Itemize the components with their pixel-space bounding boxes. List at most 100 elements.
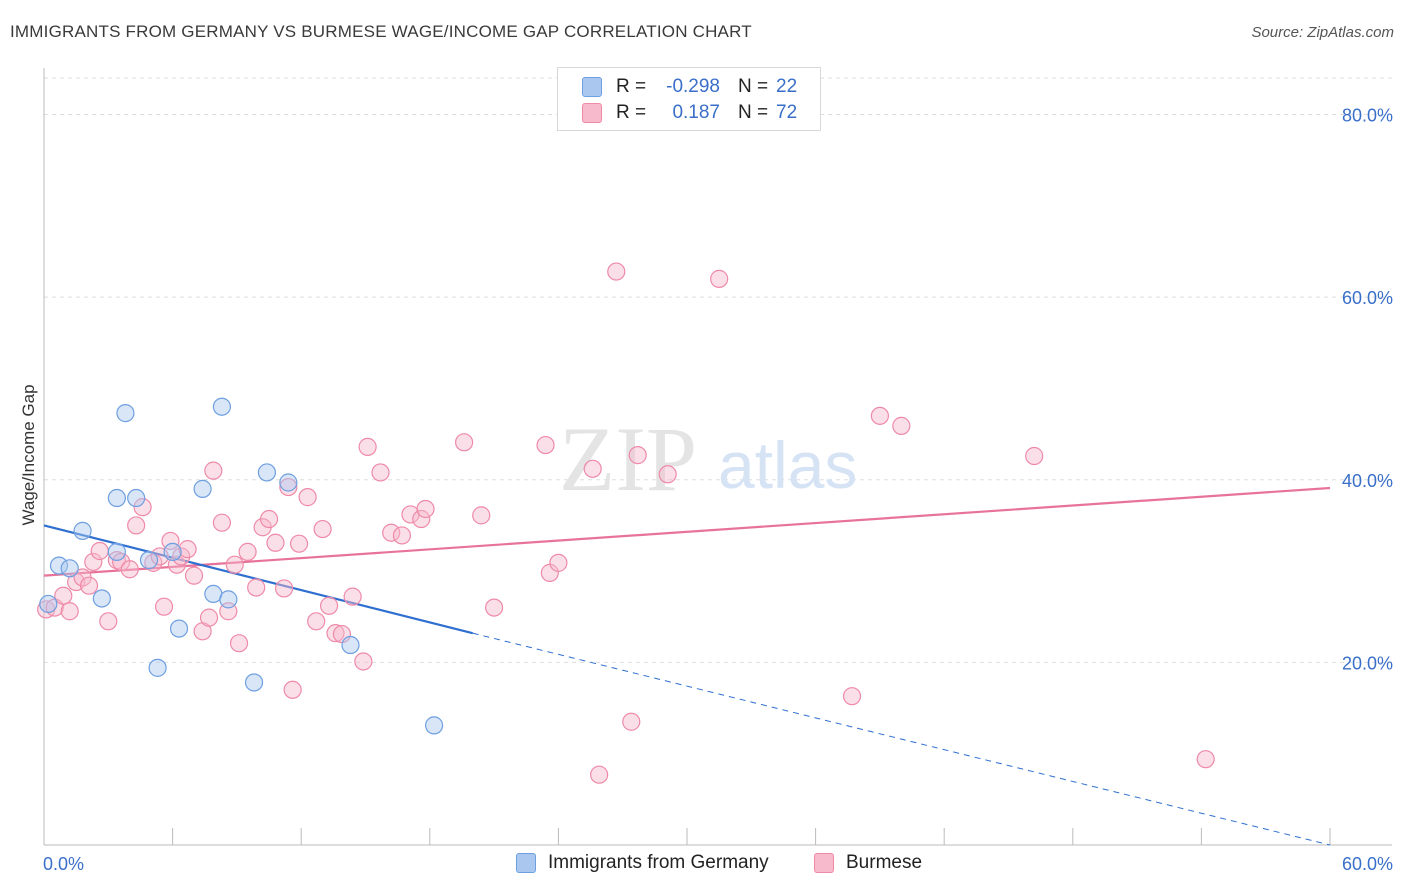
data-point-burmese [161,531,180,551]
data-point-burmese [274,579,294,598]
legend-swatch-burmese [814,853,834,873]
n-label: N = [738,102,769,123]
n-value: 72 [776,102,798,123]
data-point-germany [341,635,360,655]
legend-swatch-germany [516,853,536,873]
data-point-burmese [212,513,231,532]
data-point-burmese [259,509,279,529]
legend-item-burmese[interactable]: Burmese [814,852,922,874]
trend-line-germany-extension [472,632,1331,846]
data-point-burmese [133,498,152,517]
data-point-burmese [266,533,285,552]
axes [43,68,1392,846]
data-point-germany [279,473,298,492]
y-tick-label: 40.0% [1342,471,1393,491]
data-point-burmese [1196,750,1215,769]
gridlines [44,77,1392,663]
data-point-germany [148,658,167,677]
data-point-burmese [416,499,435,519]
legend-row-burmese: R = 0.187 N = 72 [582,101,797,125]
trend-line-burmese [43,486,1331,577]
data-point-burmese [392,526,412,545]
data-point-germany [73,521,92,540]
data-point-burmese [178,540,197,559]
r-value: -0.298 [666,76,720,97]
data-point-burmese [54,586,73,605]
data-point-burmese [622,712,641,731]
x-tick-label: 60.0% [1342,854,1393,874]
data-point-germany [92,589,111,608]
data-point-burmese [204,461,223,480]
data-point-burmese [343,587,362,606]
data-point-burmese [247,578,266,597]
data-point-burmese [658,465,677,484]
data-point-germany [244,673,264,692]
chart-title: IMMIGRANTS FROM GERMANY VS BURMESE WAGE/… [10,22,752,41]
data-point-burmese [154,597,174,616]
watermark-zip: ZIP [559,408,697,510]
n-value: 22 [776,76,798,97]
data-point-burmese [283,680,302,699]
legend-swatch-germany [582,77,602,97]
y-tick-label: 60.0% [1342,288,1393,308]
legend-item-germany[interactable]: Immigrants from Germany [516,852,769,874]
n-label: N = [738,76,769,97]
data-point-burmese [184,566,204,585]
data-point-burmese [172,547,191,566]
data-point-germany [139,551,159,570]
data-point-burmese [472,506,491,525]
data-point-burmese [298,488,317,507]
data-point-burmese [628,446,647,465]
data-point-germany [169,619,189,638]
data-point-germany [257,463,277,482]
data-point-burmese [412,509,431,529]
data-point-burmese [326,624,345,643]
data-point-burmese [60,602,79,621]
legend-label-burmese: Burmese [846,852,923,873]
watermark: ZIP atlas [559,408,857,510]
data-point-burmese [319,596,339,615]
tick-labels: 20.0% 40.0% 60.0% 80.0% 0.0% 60.0% [43,106,1393,874]
data-point-germany [127,488,146,508]
data-point-burmese [382,523,401,542]
data-point-burmese [358,437,377,456]
data-point-germany [212,397,231,416]
data-point-germany [39,594,58,614]
data-point-burmese [120,560,139,579]
data-point-burmese [583,459,602,478]
r-value: 0.187 [672,102,720,123]
legend-swatch-burmese [582,103,602,123]
data-point-burmese [536,435,555,455]
data-point-burmese [371,463,390,482]
data-point-burmese [84,552,103,572]
data-point-burmese [354,652,373,671]
data-point-burmese [549,553,568,572]
data-point-germany [60,559,79,578]
data-point-burmese [90,541,109,561]
data-point-burmese [870,406,890,425]
y-tick-label: 80.0% [1342,106,1393,126]
r-label: R = [616,102,647,123]
source-label: Source: ZipAtlas.com [1251,24,1394,41]
correlation-legend: R = -0.298 N = 22 R = 0.187 N = 72 [557,67,821,131]
data-point-burmese [485,598,504,617]
data-point-germany [163,542,182,561]
watermark-atlas: atlas [718,428,857,502]
data-point-germany [107,542,126,561]
data-point-germany [193,479,212,498]
data-point-burmese [289,534,309,553]
data-point-burmese [199,608,219,627]
data-point-burmese [454,433,474,452]
r-label: R = [616,76,647,97]
data-point-burmese [1025,446,1044,466]
legend-row-germany: R = -0.298 N = 22 [582,75,797,99]
data-point-burmese [79,576,99,595]
y-tick-label: 20.0% [1342,653,1393,673]
data-point-germany [107,488,126,508]
data-point-germany [49,556,69,575]
data-point-burmese [229,634,249,653]
legend-label-germany: Immigrants from Germany [548,852,769,873]
data-point-burmese [313,519,332,539]
data-point-burmese [279,477,298,497]
